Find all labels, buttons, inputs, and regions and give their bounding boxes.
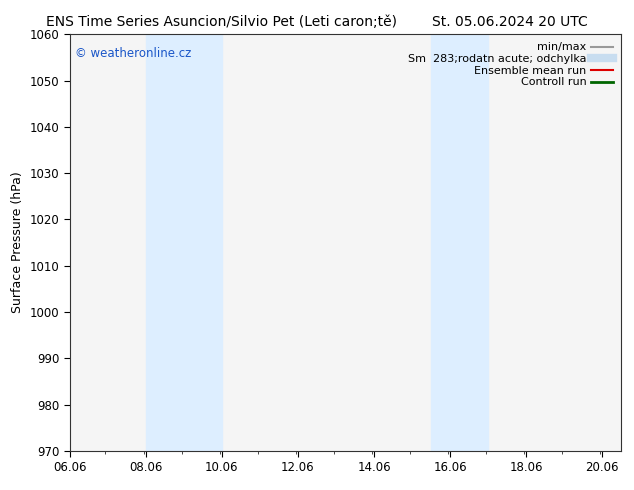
Bar [146, 34, 222, 451]
Bar [431, 34, 488, 451]
Y-axis label: Surface Pressure (hPa): Surface Pressure (hPa) [11, 172, 24, 314]
Text: © weatheronline.cz: © weatheronline.cz [75, 47, 191, 60]
Legend: min/max, Sm  283;rodatn acute; odchylka, Ensemble mean run, Controll run: min/max, Sm 283;rodatn acute; odchylka, … [406, 40, 615, 90]
Text: ENS Time Series Asuncion/Silvio Pet (Leti caron;tě)        St. 05.06.2024 20 UTC: ENS Time Series Asuncion/Silvio Pet (Let… [46, 15, 588, 29]
